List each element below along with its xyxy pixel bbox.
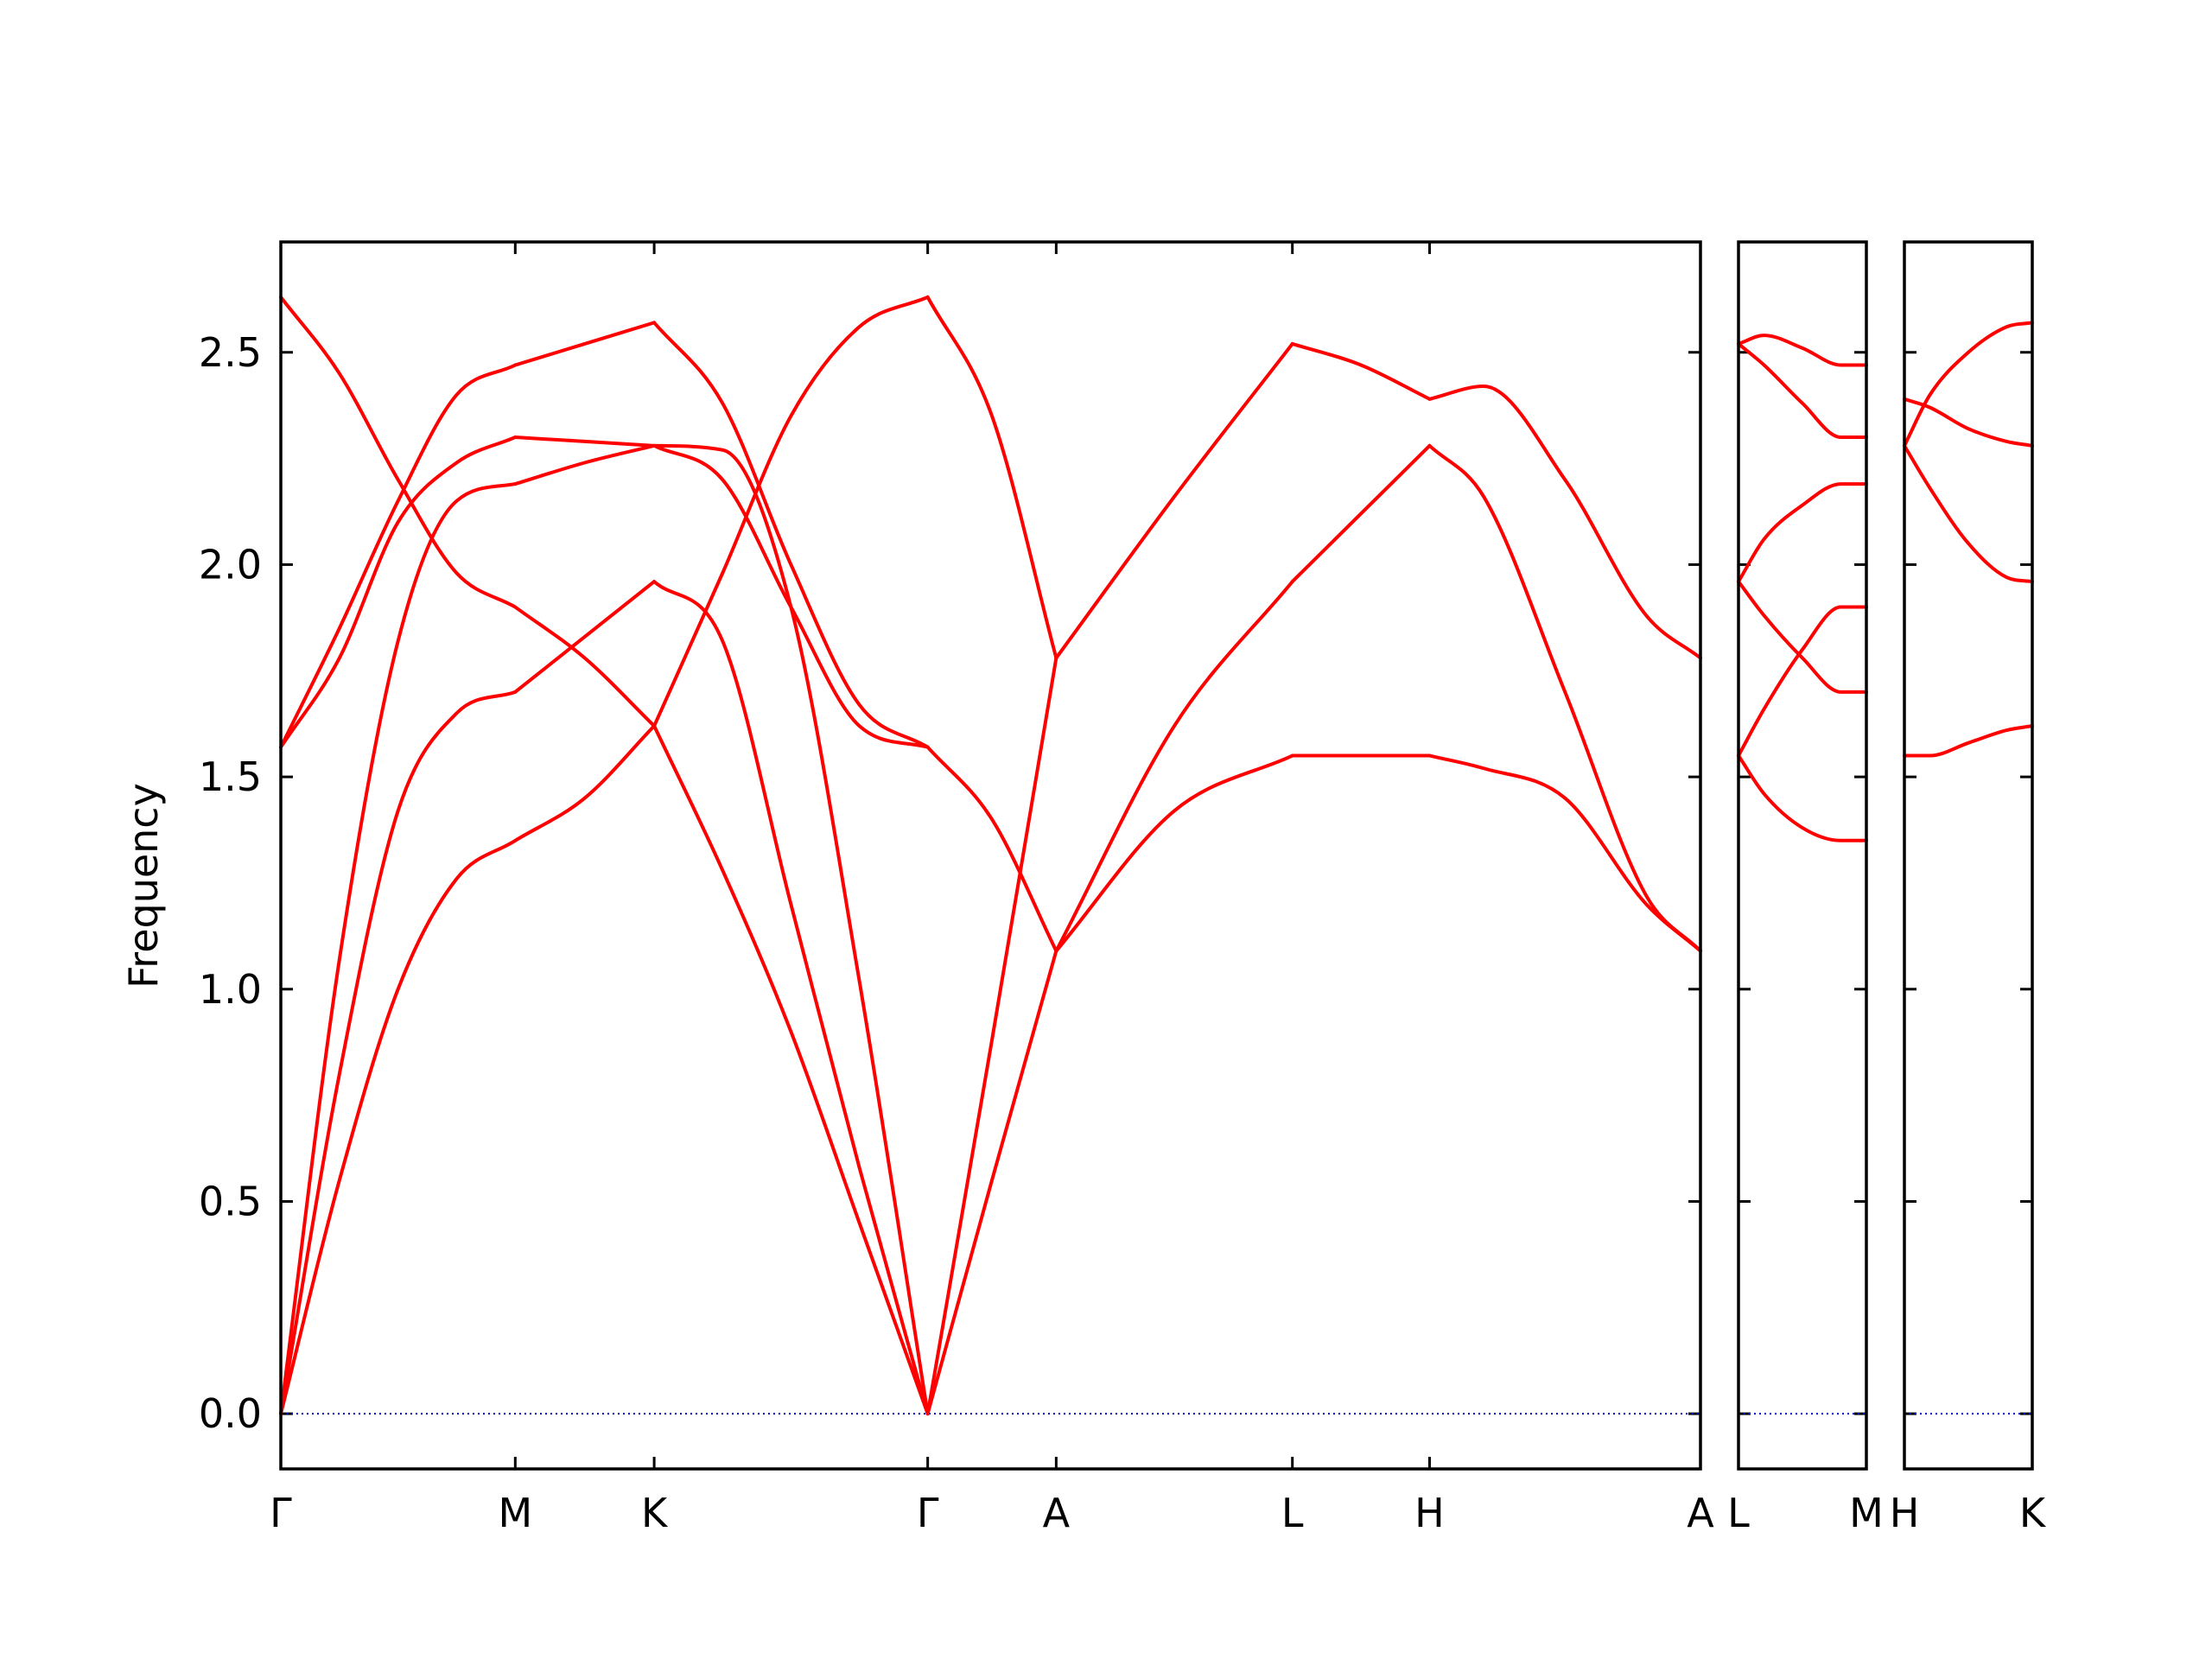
x-tick-label: Γ: [917, 1490, 939, 1536]
band-line: [652, 321, 930, 749]
x-tick-label: A: [1687, 1490, 1714, 1536]
x-tick-label: L: [1281, 1490, 1304, 1536]
band-line: [652, 295, 930, 728]
band-line: [1737, 334, 1868, 367]
band-line: [1054, 753, 1294, 953]
band-line: [513, 443, 657, 486]
band-line: [1054, 341, 1294, 660]
band-line: [1903, 397, 2034, 448]
x-tick-label: Γ: [270, 1490, 292, 1536]
axis-ticks: [281, 242, 2032, 1469]
band-line: [1427, 753, 1702, 953]
band-lines: [279, 295, 2034, 1416]
band-line: [652, 443, 930, 749]
x-tick-label: M: [498, 1490, 532, 1536]
band-line: [279, 838, 518, 1416]
panel-frame: [1903, 240, 2034, 1471]
band-line: [513, 605, 657, 728]
band-line: [279, 363, 518, 749]
band-line: [925, 745, 1058, 953]
x-tick-label: K: [641, 1490, 669, 1536]
band-line: [1737, 605, 1868, 758]
band-line: [1290, 341, 1432, 401]
band-line: [1737, 580, 1868, 694]
panel-frames: [279, 240, 2034, 1471]
y-tick-label: 1.0: [199, 966, 262, 1013]
band-line: [1737, 341, 1868, 440]
band-line: [925, 949, 1058, 1416]
band-line: [925, 295, 1058, 660]
x-tick-label: K: [2019, 1490, 2047, 1536]
band-line: [513, 435, 657, 448]
tick-labels: 0.00.51.01.52.02.5Γ M K Γ A L H A L M H K: [199, 329, 2047, 1536]
band-line: [279, 690, 518, 1416]
x-tick-label: H: [1414, 1490, 1445, 1536]
y-tick-label: 1.5: [199, 753, 262, 800]
band-line: [1903, 724, 2034, 758]
band-line: [1737, 482, 1868, 584]
band-line: [652, 443, 930, 1416]
band-line: [925, 656, 1058, 1416]
band-line: [513, 580, 657, 694]
y-tick-label: 0.5: [199, 1178, 262, 1224]
band-line: [1427, 443, 1702, 953]
band-line: [513, 724, 657, 842]
y-tick-label: 2.0: [199, 541, 262, 588]
band-line: [652, 580, 930, 1416]
x-tick-label: L: [1727, 1490, 1750, 1536]
y-tick-label: 2.5: [199, 329, 262, 376]
y-tick-label: 0.0: [199, 1390, 262, 1437]
band-line: [1737, 753, 1868, 842]
band-line: [279, 295, 518, 609]
band-line: [513, 321, 657, 367]
panel-frame: [279, 240, 1702, 1471]
band-line: [1903, 443, 2034, 584]
band-line: [279, 482, 518, 1416]
band-line: [1903, 321, 2034, 448]
band-line: [1427, 385, 1702, 660]
panel-frame: [1737, 240, 1868, 1471]
x-tick-label: M: [1849, 1490, 1884, 1536]
x-tick-label: H: [1890, 1490, 1920, 1536]
x-tick-label: A: [1043, 1490, 1071, 1536]
band-line: [652, 724, 930, 1416]
band-line: [1290, 443, 1432, 584]
y-axis-title: Frequency: [120, 783, 167, 988]
band-line: [279, 435, 518, 749]
band-line: [1054, 580, 1294, 953]
